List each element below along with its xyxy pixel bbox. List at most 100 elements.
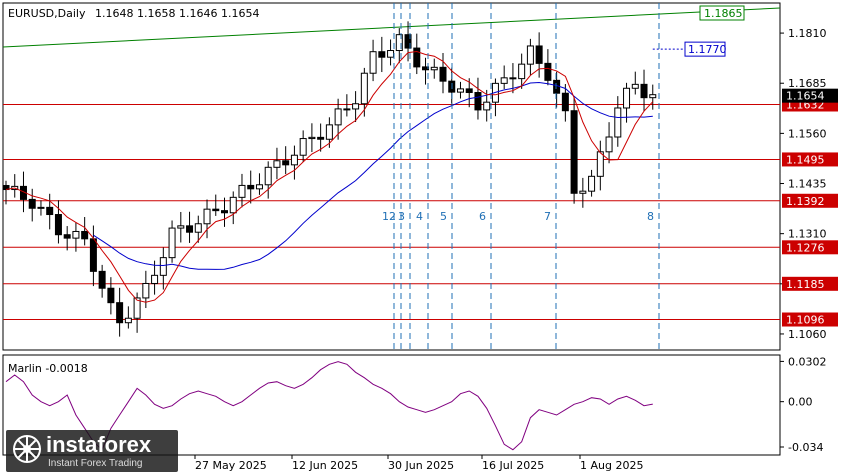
blue-moving-average bbox=[93, 81, 653, 270]
candle-bull bbox=[72, 230, 80, 239]
candle-bull bbox=[264, 166, 272, 186]
candle-bull bbox=[290, 154, 298, 166]
candle-bear bbox=[46, 206, 54, 216]
cycle-line-label: 7 bbox=[544, 210, 551, 223]
candle-bull bbox=[605, 136, 613, 153]
candle-bull bbox=[483, 101, 491, 111]
candle-bull bbox=[395, 34, 403, 52]
candle-bull bbox=[194, 223, 202, 233]
candle-bear bbox=[186, 225, 194, 233]
candle-bear bbox=[343, 108, 351, 111]
level-price-box bbox=[782, 276, 838, 291]
candle-bear bbox=[474, 92, 482, 111]
candle-bull bbox=[133, 297, 141, 319]
candle-bull bbox=[588, 175, 596, 192]
instaforex-watermark: instaforex Instant Forex Trading bbox=[6, 430, 178, 472]
current-price-label: 1.1654 bbox=[786, 90, 825, 103]
candle-bull bbox=[308, 136, 316, 140]
candle-bull bbox=[456, 88, 464, 93]
cycle-line-label: 2 bbox=[389, 210, 396, 223]
candle-bull bbox=[614, 107, 622, 138]
candle-bull bbox=[579, 190, 587, 194]
cycle-line-label: 5 bbox=[440, 210, 447, 223]
candle-bull bbox=[177, 225, 185, 229]
marlin-oscillator-line bbox=[5, 361, 653, 451]
candle-bear bbox=[247, 184, 255, 190]
candle-bull bbox=[500, 77, 508, 84]
candlesticks bbox=[2, 21, 657, 337]
candle-bear bbox=[640, 83, 648, 99]
candle-bear bbox=[509, 77, 517, 80]
candle-bear bbox=[561, 92, 569, 112]
candle-bear bbox=[221, 210, 228, 214]
price-tick-label: 1.1560 bbox=[788, 127, 827, 140]
oscillator-title: Marlin -0.0018 bbox=[8, 362, 88, 375]
price-tick-label: 1.1060 bbox=[788, 328, 827, 341]
candle-bull bbox=[168, 227, 176, 259]
candle-bear bbox=[439, 66, 447, 82]
price-tick-label: 1.1310 bbox=[788, 228, 827, 241]
cycle-line-label: 1 bbox=[382, 210, 389, 223]
blue-ma-label: 1.1770 bbox=[688, 43, 727, 56]
price-pane-frame bbox=[2, 2, 781, 351]
candle-bear bbox=[535, 45, 543, 64]
candle-bear bbox=[544, 62, 552, 81]
level-price-box bbox=[782, 312, 838, 327]
level-price-label: 1.1495 bbox=[786, 153, 825, 166]
candle-bull bbox=[352, 103, 360, 110]
candle-bear bbox=[2, 185, 10, 191]
price-tick-label: 1.1810 bbox=[788, 27, 827, 40]
level-price-box bbox=[782, 240, 838, 255]
candle-bear bbox=[212, 208, 220, 212]
level-price-label: 1.1392 bbox=[786, 195, 825, 208]
candle-bull bbox=[159, 257, 167, 276]
blue-ma-label-box bbox=[684, 41, 726, 57]
oscillator-pane: 0.0302 0.00 -0.034 bbox=[2, 354, 827, 456]
candle-bear bbox=[98, 270, 106, 289]
red-moving-average bbox=[5, 50, 654, 303]
candle-bull bbox=[596, 151, 604, 177]
osc-tick-label: 0.00 bbox=[788, 396, 813, 409]
candle-bull bbox=[255, 184, 263, 190]
candle-bull bbox=[151, 274, 159, 284]
osc-tick-label: -0.034 bbox=[788, 441, 823, 454]
cycle-line-label: 3 bbox=[398, 210, 405, 223]
candle-bear bbox=[63, 234, 71, 239]
level-price-box bbox=[782, 193, 838, 208]
level-price-label: 1.1185 bbox=[786, 278, 825, 291]
candle-bear bbox=[570, 110, 578, 194]
candle-bear bbox=[465, 88, 473, 94]
candle-bull bbox=[124, 317, 132, 324]
instaforex-logo-icon bbox=[13, 435, 41, 463]
time-tick-label: 30 Jun 2025 bbox=[388, 459, 454, 472]
price-pane: 1.1810 1.1685 1.1560 1.1435 1.1310 1.1185 1.10… bbox=[2, 2, 838, 351]
watermark-brand: instaforex bbox=[46, 432, 152, 457]
candle-bull bbox=[387, 50, 395, 58]
level-price-box bbox=[782, 152, 838, 167]
candle-bull bbox=[631, 83, 639, 89]
level-price-label: 1.1096 bbox=[786, 314, 825, 327]
candle-bull bbox=[623, 87, 631, 109]
watermark-tagline: Instant Forex Trading bbox=[48, 458, 143, 469]
candle-bull bbox=[649, 94, 657, 99]
cycle-line-label: 4 bbox=[416, 210, 423, 223]
green-trend-line bbox=[2, 7, 781, 48]
cycle-line-label: 6 bbox=[479, 210, 486, 223]
time-tick-label: 1 Aug 2025 bbox=[580, 459, 643, 472]
candle-bull bbox=[334, 108, 342, 126]
candle-bull bbox=[526, 45, 534, 65]
candle-bull bbox=[518, 63, 526, 80]
candle-bear bbox=[317, 136, 325, 140]
candle-bear bbox=[553, 79, 561, 94]
candle-bear bbox=[107, 287, 115, 304]
candle-bull bbox=[142, 282, 150, 299]
candle-bull bbox=[369, 51, 377, 74]
price-tick-label: 1.1435 bbox=[788, 178, 827, 191]
ohlc-readout: 1.1648 1.1658 1.1646 1.1654 bbox=[95, 7, 259, 20]
candle-bull bbox=[299, 138, 307, 156]
candle-bull bbox=[238, 184, 246, 198]
candle-bear bbox=[404, 34, 412, 49]
candle-bear bbox=[413, 47, 421, 68]
trend-line-label: 1.1865 bbox=[704, 7, 743, 20]
candle-bear bbox=[282, 160, 290, 166]
